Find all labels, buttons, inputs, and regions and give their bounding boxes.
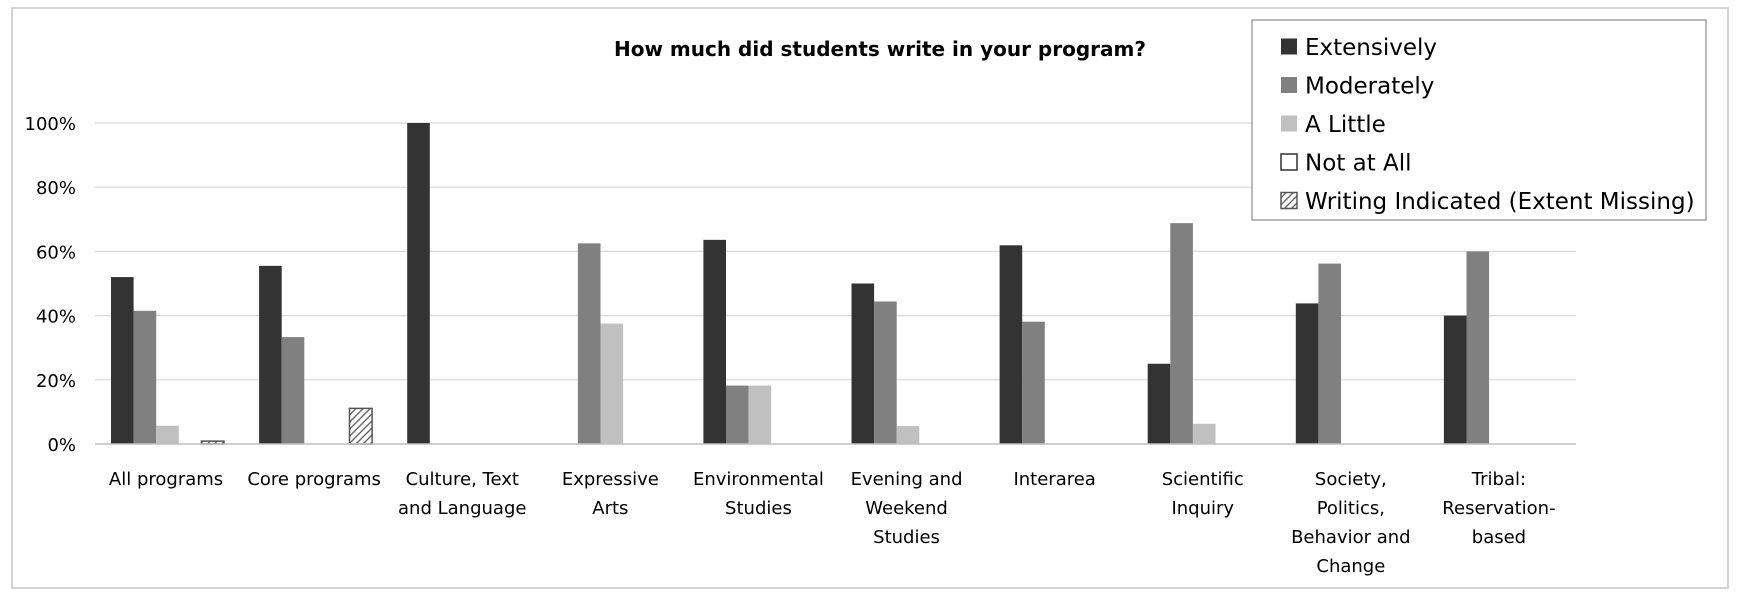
- bar-moderately: [281, 337, 305, 444]
- x-category-label: Arts: [592, 498, 628, 519]
- legend: Extensively Moderately A Little Not at All W…: [1251, 19, 1707, 221]
- x-category-label: based: [1472, 527, 1526, 548]
- bar-moderately: [1170, 223, 1193, 444]
- bar-extensively: [1443, 315, 1467, 444]
- x-category-label: Change: [1316, 556, 1385, 577]
- bar-extensively: [851, 283, 875, 444]
- y-tick-label: 0%: [47, 435, 76, 456]
- legend-entry-label: A Little: [1305, 112, 1386, 138]
- x-category-label: Tribal:: [1471, 469, 1526, 490]
- legend-entry-label: Writing Indicated (Extent Missing): [1305, 189, 1695, 215]
- bar-extensively: [1147, 363, 1171, 444]
- legend-entry-label: Extensively: [1305, 35, 1437, 61]
- legend-swatch: [1281, 115, 1297, 132]
- bar-moderately: [133, 310, 157, 444]
- legend-swatch: [1281, 38, 1297, 55]
- bar-extensively: [259, 265, 282, 444]
- y-tick-label: 40%: [36, 307, 76, 328]
- x-category-label: Scientific: [1162, 469, 1244, 490]
- legend-entry-label: Moderately: [1305, 74, 1434, 100]
- bar-moderately: [1466, 251, 1490, 444]
- x-axis-category-labels: All programs Core programs Culture, Text an…: [109, 469, 1556, 577]
- y-tick-label: 100%: [25, 114, 76, 135]
- bars: [111, 123, 1490, 445]
- bar-extensively: [111, 277, 134, 444]
- bar-extensively: [703, 239, 726, 444]
- legend-swatch: [1281, 77, 1297, 93]
- x-category-label: Behavior and: [1291, 527, 1411, 548]
- chart-title: How much did students write in your prog…: [614, 37, 1146, 61]
- bar-moderately: [1318, 263, 1341, 444]
- bar-extensively: [407, 123, 430, 444]
- x-category-label: All programs: [109, 469, 223, 490]
- y-tick-label: 80%: [36, 178, 76, 199]
- bar-a-little: [896, 426, 920, 444]
- x-category-label: Interarea: [1013, 469, 1095, 490]
- legend-swatch: [1280, 153, 1298, 171]
- x-category-label: Studies: [873, 527, 940, 548]
- bar-a-little: [748, 385, 772, 444]
- x-category-label: Environmental: [693, 469, 824, 490]
- x-category-label: Weekend: [865, 498, 948, 519]
- x-category-label: Inquiry: [1171, 498, 1234, 519]
- bar-writing-indicated-extent-missing: [348, 407, 373, 445]
- y-tick-label: 20%: [36, 371, 76, 392]
- x-category-label: Culture, Text: [406, 469, 519, 490]
- x-category-label: Studies: [725, 498, 792, 519]
- legend-swatch: [1280, 191, 1298, 210]
- bar-extensively: [999, 245, 1023, 444]
- bar-moderately: [726, 385, 749, 444]
- x-category-label: Society,: [1315, 469, 1387, 490]
- x-category-label: Politics,: [1317, 498, 1385, 519]
- y-tick-label: 60%: [36, 242, 76, 263]
- bar-a-little: [156, 425, 179, 444]
- x-category-label: and Language: [398, 498, 526, 519]
- x-category-label: Expressive: [562, 469, 659, 490]
- bar-a-little: [600, 323, 624, 444]
- bar-moderately: [577, 243, 601, 444]
- x-category-label: Evening and: [851, 469, 963, 490]
- bar-moderately: [874, 301, 897, 444]
- x-category-label: Core programs: [247, 469, 381, 490]
- legend-box: [1251, 19, 1707, 221]
- bar-extensively: [1295, 303, 1319, 444]
- bar-a-little: [1192, 423, 1216, 444]
- legend-entry-label: Not at All: [1305, 151, 1412, 177]
- y-axis-ticks: 0% 20% 40% 60% 80% 100%: [25, 114, 76, 456]
- bar-moderately: [1022, 321, 1045, 444]
- x-category-label: Reservation-: [1442, 498, 1555, 519]
